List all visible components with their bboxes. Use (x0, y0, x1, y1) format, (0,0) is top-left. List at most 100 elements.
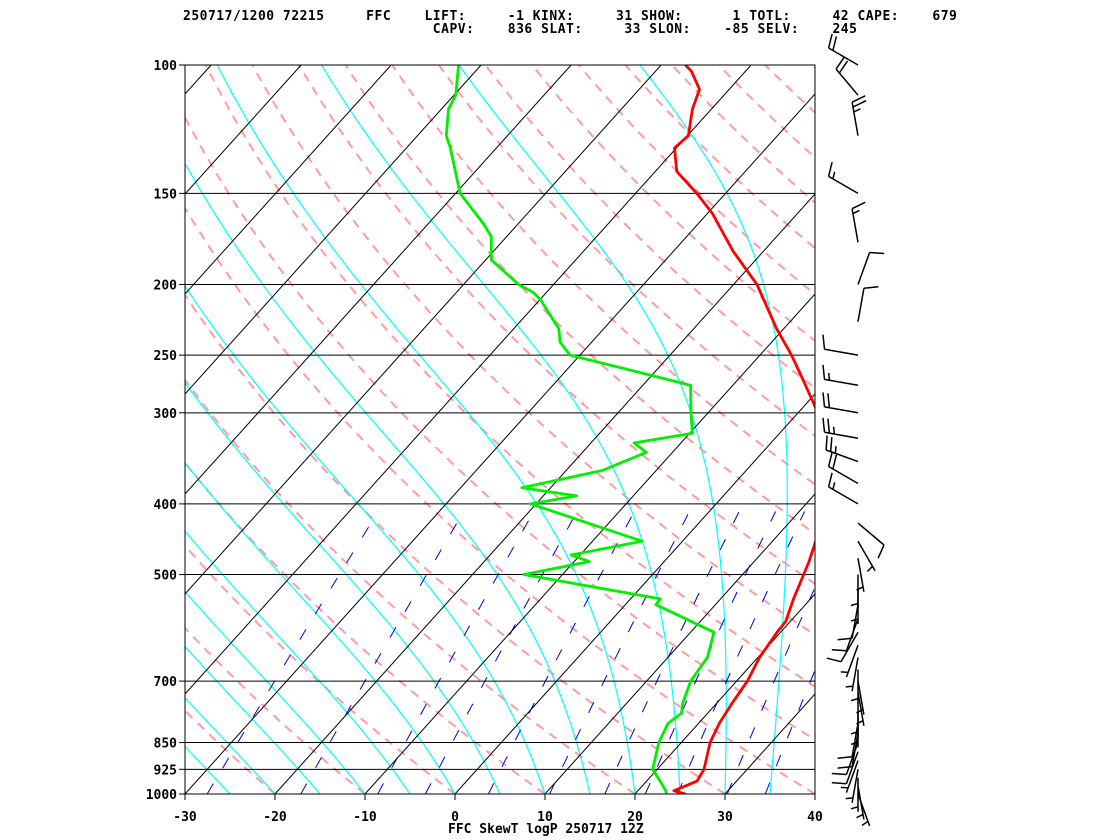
mixing-ratio-line (300, 511, 465, 794)
y-tick-label: 400 (154, 498, 178, 513)
dry-adiabat-line (671, 65, 815, 204)
wind-barb (851, 201, 866, 243)
wind-barb (850, 574, 859, 609)
dry-adiabat-line (624, 65, 815, 250)
mixing-ratio-line (377, 511, 535, 794)
mixing-ratio-line (424, 511, 578, 794)
wind-barb-shape (837, 732, 859, 769)
dry-adiabat-line (764, 65, 815, 114)
wind-barb (840, 644, 859, 678)
wind-barb (831, 751, 859, 785)
wind-barb-shape (856, 785, 865, 820)
wind-barb-shape (827, 452, 859, 485)
wind-barb-shape (857, 540, 876, 573)
isotherm-line (185, 65, 662, 595)
moist-adiabat-line (185, 697, 276, 794)
moist-adiabat-line (185, 381, 501, 794)
mixing-ratio-line (677, 511, 805, 794)
mixing-ratio-line (726, 586, 815, 794)
isotherm-line (544, 493, 815, 794)
wind-barb (845, 769, 859, 803)
sounding-indices-line-1: 250717/1200 72215 FFC LIFT: -1 KINX: 31 … (183, 9, 958, 24)
wind-barb-shape (822, 417, 859, 439)
y-tick-label: 1000 (146, 788, 177, 803)
mixing-ratio-line (488, 511, 635, 794)
wind-barb (837, 732, 859, 769)
wind-barb (827, 162, 859, 195)
y-tick-label: 200 (154, 278, 178, 293)
wind-barb (837, 723, 859, 760)
dry-adiabat-line (577, 65, 815, 296)
wind-barb-shape (857, 251, 885, 285)
wind-barb (826, 631, 859, 663)
wind-barb (840, 760, 859, 793)
wind-barb (851, 95, 867, 136)
wind-barb-shape (835, 56, 859, 96)
wind-barb (845, 657, 859, 692)
y-tick-label: 850 (154, 737, 178, 752)
wind-barb (857, 285, 879, 322)
moist-adiabat-line (320, 65, 681, 794)
dry-adiabat-line (251, 65, 815, 637)
isotherm-line (724, 693, 815, 794)
wind-barb (857, 540, 876, 573)
wind-barb (850, 777, 859, 812)
dry-adiabat-line (204, 65, 815, 688)
y-tick-label: 250 (154, 349, 178, 364)
moist-adiabat-line (814, 789, 815, 794)
dry-adiabat-line (185, 378, 636, 794)
isotherm-line (185, 93, 815, 794)
wind-barb (827, 452, 859, 485)
y-tick-label: 100 (154, 59, 178, 74)
wind-barb (822, 417, 859, 439)
x-tick-label: 0 (451, 810, 459, 825)
isotherm-line (185, 65, 482, 395)
wind-barb-shape (856, 558, 865, 592)
dry-adiabat-line (298, 65, 815, 585)
wind-barb (856, 692, 865, 726)
wind-barb (827, 472, 859, 505)
moist-adiabat-line (185, 590, 366, 794)
moist-adiabat-line (185, 530, 411, 794)
y-tick-label: 700 (154, 675, 178, 690)
y-tick-label: 300 (154, 407, 178, 422)
wind-barbs (822, 33, 885, 827)
wind-barb (827, 33, 859, 66)
x-tick-label: 40 (807, 810, 823, 825)
wind-barb-shape (845, 657, 859, 692)
wind-barb-shape (840, 760, 859, 793)
chart-title: FFC SkewT logP 250717 12Z (448, 822, 644, 837)
wind-barb (822, 392, 859, 414)
y-tick-label: 150 (154, 187, 178, 202)
dewpoint-trace (444, 65, 716, 794)
wind-barb-shape (837, 723, 859, 760)
wind-barb-shape (822, 364, 859, 387)
moist-adiabat-line (185, 461, 456, 794)
wind-barb (825, 435, 859, 463)
mixing-ratio-line (604, 511, 740, 794)
dry-adiabat-line (484, 65, 815, 390)
wind-barb (857, 522, 885, 559)
dry-adiabat-line (185, 115, 815, 741)
wind-barb (835, 56, 859, 96)
wind-barb-shape (850, 702, 859, 737)
wind-barb-shape (856, 692, 865, 726)
dry-adiabat-line (858, 65, 1120, 794)
wind-barb-shape (827, 162, 859, 195)
mixing-ratio-line (206, 511, 379, 794)
wind-barb-shape (825, 435, 859, 463)
temperature-trace (672, 65, 815, 794)
wind-barb (822, 364, 859, 387)
plot-frame (184, 64, 816, 795)
dry-adiabat-line (185, 544, 456, 794)
wind-barb-shape (851, 201, 866, 243)
wind-barb (822, 334, 859, 356)
dry-adiabat-line (344, 65, 815, 535)
wind-barb (837, 604, 859, 641)
dry-adiabat-line (185, 709, 276, 794)
wind-barb (856, 785, 865, 820)
x-tick-label: 10 (537, 810, 553, 825)
y-tick-label: 925 (154, 763, 177, 778)
